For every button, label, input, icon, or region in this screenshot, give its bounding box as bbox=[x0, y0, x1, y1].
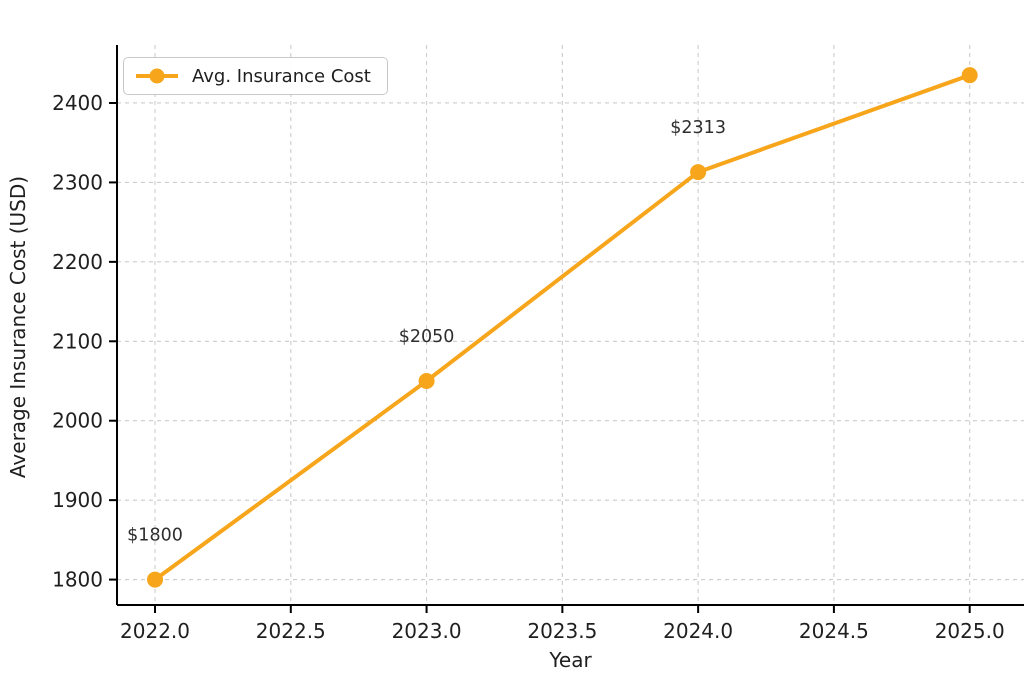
x-tick-label: 2022.0 bbox=[120, 619, 190, 643]
y-tick-label: 2100 bbox=[52, 329, 103, 353]
y-tick-label: 2000 bbox=[52, 409, 103, 433]
data-point-marker bbox=[147, 571, 164, 588]
legend-label: Avg. Insurance Cost bbox=[192, 65, 371, 87]
x-tick-label: 2025.0 bbox=[935, 619, 1005, 643]
data-point-label: $1800 bbox=[127, 526, 183, 546]
x-tick-label: 2023.5 bbox=[527, 619, 597, 643]
y-axis-label: Average Insurance Cost (USD) bbox=[6, 175, 30, 479]
y-tick-label: 1900 bbox=[52, 488, 103, 512]
data-point-marker bbox=[690, 164, 707, 181]
data-point-marker bbox=[961, 67, 978, 84]
y-tick-label: 2200 bbox=[52, 250, 103, 274]
data-point-label: $2313 bbox=[670, 118, 726, 138]
data-line bbox=[153, 73, 972, 582]
legend-line-marker-icon bbox=[136, 68, 178, 84]
x-tick-label: 2022.5 bbox=[256, 619, 326, 643]
y-tick-label: 2400 bbox=[52, 91, 103, 115]
data-point-marker bbox=[418, 373, 435, 389]
data-point-label: $2050 bbox=[399, 327, 455, 347]
x-tick-label: 2024.5 bbox=[799, 619, 869, 643]
x-tick-label: 2023.0 bbox=[392, 619, 462, 643]
x-axis-label: Year bbox=[549, 648, 592, 672]
y-tick-label: 1800 bbox=[52, 568, 103, 592]
legend: Avg. Insurance Cost bbox=[123, 57, 388, 95]
x-tick-label: 2024.0 bbox=[663, 619, 733, 643]
y-tick-label: 2300 bbox=[52, 170, 103, 194]
